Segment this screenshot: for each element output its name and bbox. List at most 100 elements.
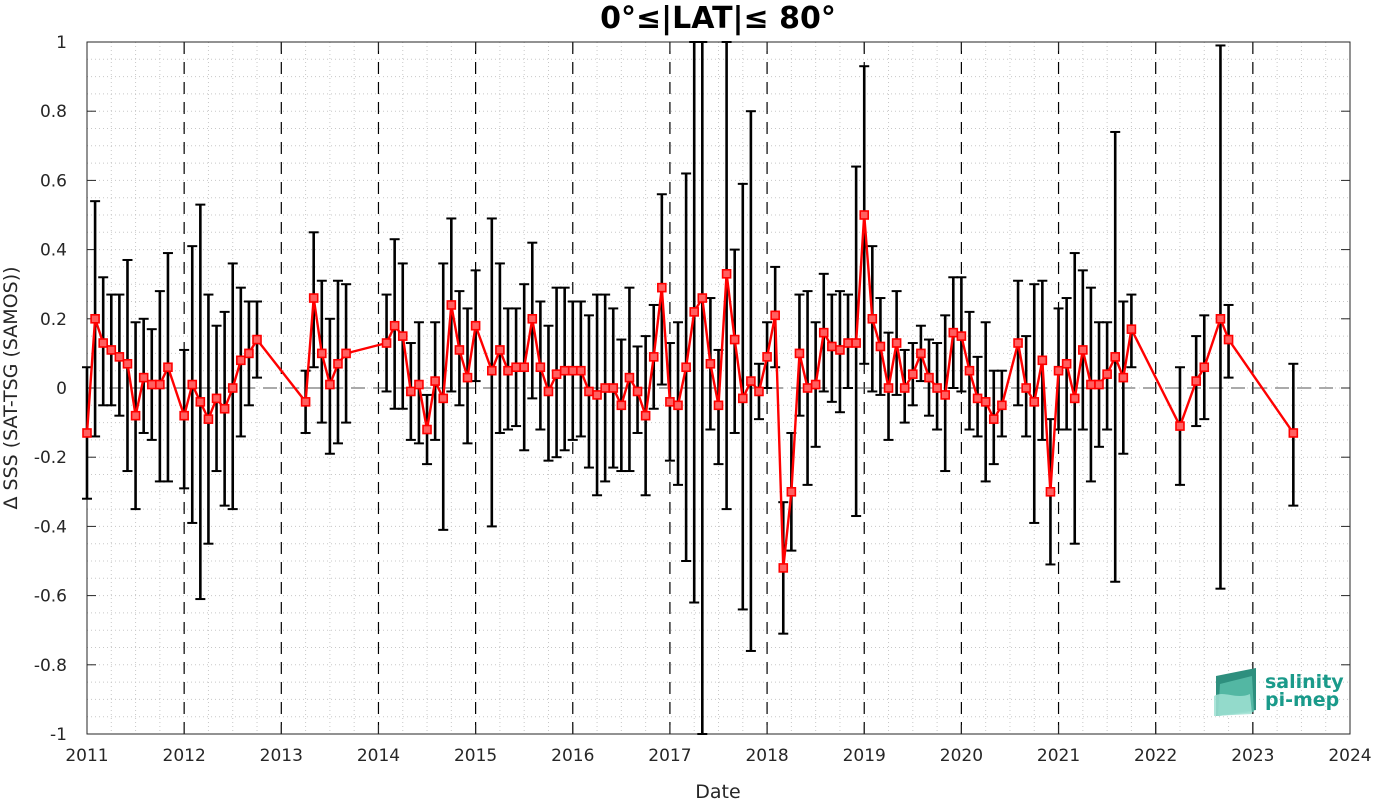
data-point-marker [138,372,149,383]
data-point-marker [737,393,748,404]
data-point-marker [940,390,950,400]
data-point-marker [187,379,198,390]
data-point-marker [729,334,740,345]
data-point-marker [82,428,92,438]
data-point-marker [1061,358,1072,369]
x-axis-label: Date [695,781,740,801]
y-tick-label: -0.6 [34,587,67,607]
data-point-marker [114,352,125,362]
data-point-marker [681,362,691,373]
data-point-marker [932,383,942,393]
data-point-marker [972,393,983,404]
data-point-marker [1021,383,1031,393]
data-point-marker [98,338,108,348]
data-point-marker [195,397,206,407]
data-point-marker [754,386,764,397]
data-point-marker [325,379,335,390]
data-point-marker [462,372,473,383]
wave-logo-icon [1214,668,1256,716]
data-point-marker [851,338,861,348]
data-point-marker [810,379,821,390]
data-point-marker [122,358,133,369]
data-point-marker [163,362,173,373]
data-point-marker [430,376,440,386]
data-point-marker [495,345,505,355]
data-point-marker [1013,338,1023,348]
data-point-marker [721,269,732,279]
data-point-marker [543,386,554,397]
data-point-marker [1094,379,1104,390]
data-point-marker [632,386,643,397]
data-point-marker [770,310,780,321]
data-point-marker [1053,365,1064,376]
y-tick-label: 0.8 [40,102,67,122]
data-point-marker [883,383,894,393]
data-point-marker [1175,421,1185,431]
data-point-marker [697,293,708,303]
x-tick-label: 2023 [1231,746,1274,766]
data-point-marker [90,313,100,324]
data-point-marker [454,345,465,355]
data-point-marker [1110,352,1121,362]
data-point-marker [1045,486,1056,497]
data-point-marker [916,348,926,359]
data-point-marker [786,486,797,497]
data-point-marker [592,390,602,400]
data-point-marker [988,414,999,424]
data-point-marker [1288,428,1299,438]
x-tick-label: 2012 [163,746,206,766]
x-tick-label: 2024 [1328,746,1371,766]
data-point-marker [470,320,481,331]
data-point-marker [519,362,529,373]
x-tick-label: 2015 [454,746,497,766]
data-point-marker [551,369,562,379]
data-point-marker [1069,393,1080,404]
data-point-marker [341,348,351,359]
data-point-marker [705,358,716,369]
chart-title: 0°≤|LAT|≤ 80° [600,1,836,36]
x-tick-label: 2014 [357,746,400,766]
data-point-marker [875,341,886,352]
data-point-marker [640,410,651,421]
data-point-marker [1126,324,1137,334]
data-point-marker [155,379,165,390]
data-point-marker [948,327,959,338]
data-point-marker [899,383,910,393]
x-tick-label: 2016 [551,746,594,766]
logo-text-salinity: salinity [1265,671,1344,693]
data-point-marker [657,282,667,293]
data-point-marker [600,383,610,393]
data-point-marker [1223,334,1234,345]
y-tick-label: -0.2 [34,448,67,468]
data-point-marker [1029,397,1040,407]
data-point-marker [924,372,934,383]
data-point-marker [608,383,619,393]
data-point-marker [244,348,254,359]
y-tick-label: -0.8 [34,656,67,676]
data-point-marker [179,410,189,421]
x-tick-label: 2013 [260,746,303,766]
data-point-marker [316,348,327,359]
y-axis-label: Δ SSS (SAT-TSG (SAMOS)) [0,266,22,509]
data-point-marker [130,410,141,421]
data-point-marker [252,334,262,345]
data-point-marker [673,400,683,411]
data-point-marker [584,386,594,397]
data-point-marker [648,352,659,362]
data-point-marker [1215,313,1226,324]
y-tick-label: 0.4 [40,241,67,261]
data-point-marker [300,397,311,407]
data-point-marker [1078,345,1088,355]
data-point-marker [438,393,449,404]
data-point-marker [446,300,457,310]
data-point-marker [746,376,756,386]
y-tick-label: 0.2 [40,310,67,330]
data-point-marker [964,365,975,376]
x-tick-label: 2020 [940,746,983,766]
data-point-marker [980,397,991,407]
x-tick-label: 2021 [1037,746,1080,766]
data-point-marker [616,400,627,411]
data-point-marker [406,386,416,397]
data-point-marker [1191,376,1201,386]
data-point-marker [835,345,845,355]
